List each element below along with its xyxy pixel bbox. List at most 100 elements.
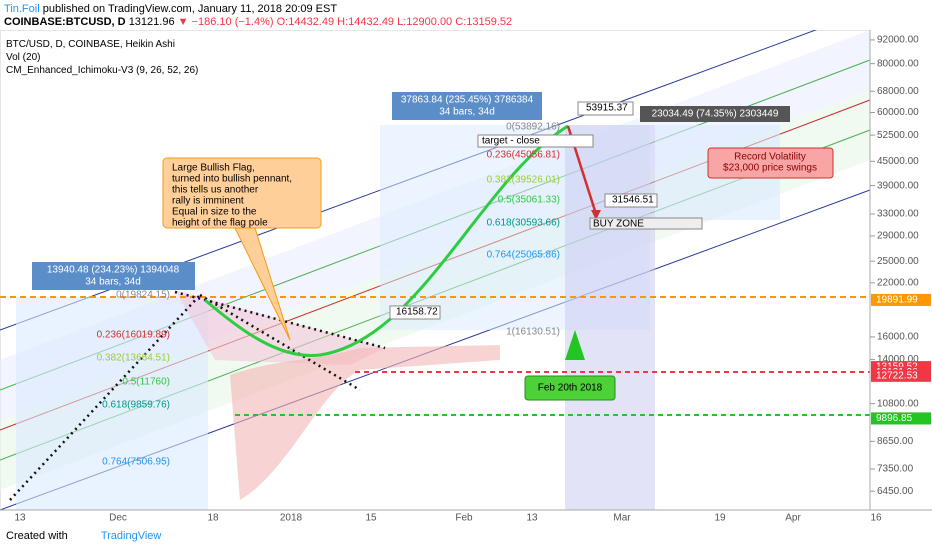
fib-label: 0.236(16019.89) xyxy=(97,330,170,341)
date-box xyxy=(524,375,616,401)
symbol: COINBASE:BTCUSD, D xyxy=(4,16,126,28)
fib-right: 0(53892.16) 0.236(45056.81) 0.382(39526.01… xyxy=(487,122,560,338)
published: published on TradingView.com, January 11… xyxy=(42,3,338,15)
text-line: $23,000 price swings xyxy=(723,163,817,174)
fib-label: 0(53892.16) xyxy=(506,122,560,133)
time-tick-label: Apr xyxy=(785,513,801,524)
dip: 31546.51 xyxy=(612,195,654,206)
breakout: 16158.72 xyxy=(396,307,438,318)
price-tick-label: 25000.00 xyxy=(877,256,919,267)
time-tick-label: 2018 xyxy=(280,513,303,524)
fib-label: 0.5(35061.33) xyxy=(498,195,560,206)
price-axis xyxy=(870,30,932,510)
text-line: 34 bars, 34d xyxy=(85,277,141,288)
stats-right: 23034.49 (74.35%) 2303449 xyxy=(652,109,779,120)
time-tick-label: 16 xyxy=(870,513,882,524)
text-line: Large Bullish Flag, xyxy=(172,163,255,174)
time-zone xyxy=(565,125,655,510)
legend-item: BTC/USD, D, COINBASE, Heikin Ashi xyxy=(6,39,175,50)
fib-label: 0.764(7506.95) xyxy=(102,457,170,468)
text-line: 13940.48 (234.23%) 1394048 xyxy=(47,265,180,276)
symbol-line: COINBASE:BTCUSD, D 13121.96 ▼ −186.10 (−… xyxy=(4,16,512,28)
measure-box xyxy=(16,297,208,510)
price-tick-label: 6450.00 xyxy=(877,486,914,497)
price-tick-label: 10800.00 xyxy=(877,398,919,409)
arrowhead xyxy=(591,210,601,220)
price-tag xyxy=(871,412,931,425)
text-line: 34 bars, 34d xyxy=(439,107,495,118)
time-tick-label: 13 xyxy=(14,513,26,524)
pennant xyxy=(175,290,385,365)
price-tick-label: 14000.00 xyxy=(877,354,919,365)
time-tick-label: 13 xyxy=(526,513,538,524)
legend-item: Vol (20) xyxy=(6,52,41,63)
label-box xyxy=(477,134,594,148)
price-tick-label: 52500.00 xyxy=(877,130,919,141)
price-tick-label: 33000.00 xyxy=(877,209,919,220)
price-tick-label: 22000.00 xyxy=(877,277,919,288)
text-line: rally is imminent xyxy=(172,196,244,207)
price-tick-label: 8650.00 xyxy=(877,436,914,447)
price-tag-label: 12722.53 xyxy=(876,370,918,381)
fib-label: 0(19824.15) xyxy=(116,290,170,301)
price-tag xyxy=(871,369,931,382)
price-tick-label: 80000.00 xyxy=(877,58,919,69)
callout-text: Large Bullish Flag,turned into bullish p… xyxy=(172,163,292,229)
price-tick-label: 29000.00 xyxy=(877,231,919,242)
time-tick-label: 18 xyxy=(207,513,219,524)
text-line: this tells us another xyxy=(172,185,259,196)
price-tag-label: 19891.99 xyxy=(876,295,918,306)
header-line: Tin.Foil published on TradingView.com, J… xyxy=(4,3,337,15)
price-tick-label: 60000.00 xyxy=(877,107,919,118)
time-tick-label: 15 xyxy=(365,513,377,524)
footer: Created with TradingView xyxy=(6,530,161,542)
last: 13121.96 xyxy=(128,16,175,28)
price-tick-label: 68000.00 xyxy=(877,86,919,97)
volatility-text: Record Volatility$23,000 price swings xyxy=(723,152,817,174)
change: −186.10 (−1.4%) xyxy=(191,16,274,28)
text-line: 37863.84 (235.45%) 3786384 xyxy=(401,95,534,106)
text-line: turned into bullish pennant, xyxy=(172,174,292,185)
brand[interactable]: TradingView xyxy=(100,530,162,542)
label-box xyxy=(577,101,634,116)
projection xyxy=(204,124,569,358)
legend-item: CM_Enhanced_Ichimoku-V3 (9, 26, 52, 26) xyxy=(6,65,199,76)
volatility-box xyxy=(707,147,834,179)
arrow: ▼ xyxy=(177,16,189,28)
stats-box xyxy=(640,106,790,122)
label-box xyxy=(604,193,658,208)
text-line: Equal in size to the xyxy=(172,207,257,218)
open: O:14432.49 xyxy=(276,16,335,28)
high: H:14432.49 xyxy=(337,16,395,28)
close: C:13159.52 xyxy=(455,16,513,28)
price-tick-label: 45000.00 xyxy=(877,156,919,167)
low: L:12900.00 xyxy=(397,16,453,28)
cloud xyxy=(230,345,500,500)
fib-label: 0.382(39526.01) xyxy=(487,175,560,186)
fib-label: 0.236(45056.81) xyxy=(487,150,560,161)
time-tick-label: Dec xyxy=(109,513,127,524)
price-tick-label: 16000.00 xyxy=(877,332,919,343)
fib-label: 0.382(13664.51) xyxy=(97,353,170,364)
price-tick-label: 39000.00 xyxy=(877,180,919,191)
peak: 53915.37 xyxy=(586,103,628,114)
chart: Feb 20th 2018 Large Bullish Flag,turned … xyxy=(0,30,932,524)
target: target - close xyxy=(482,136,540,147)
time-tick-label: Feb xyxy=(455,513,473,524)
label-box xyxy=(589,217,703,230)
fib-label: 0.618(9859.76) xyxy=(102,400,170,411)
fib-label: 0.618(30593.66) xyxy=(487,218,560,229)
time-tick-label: Mar xyxy=(613,513,631,524)
text-line: Record Volatility xyxy=(734,152,806,163)
author[interactable]: Tin.Foil xyxy=(4,3,40,15)
price-tag-label: 9896.85 xyxy=(876,413,913,424)
buy-zone: BUY ZONE xyxy=(593,219,644,230)
fib-label: 1(16130.51) xyxy=(506,327,560,338)
date-note: Feb 20th 2018 xyxy=(538,383,603,394)
callout-tail xyxy=(234,227,291,341)
text-line: height of the flag pole xyxy=(172,218,268,229)
fib-label: 0.764(25065.86) xyxy=(487,250,560,261)
price-tag xyxy=(871,293,931,306)
